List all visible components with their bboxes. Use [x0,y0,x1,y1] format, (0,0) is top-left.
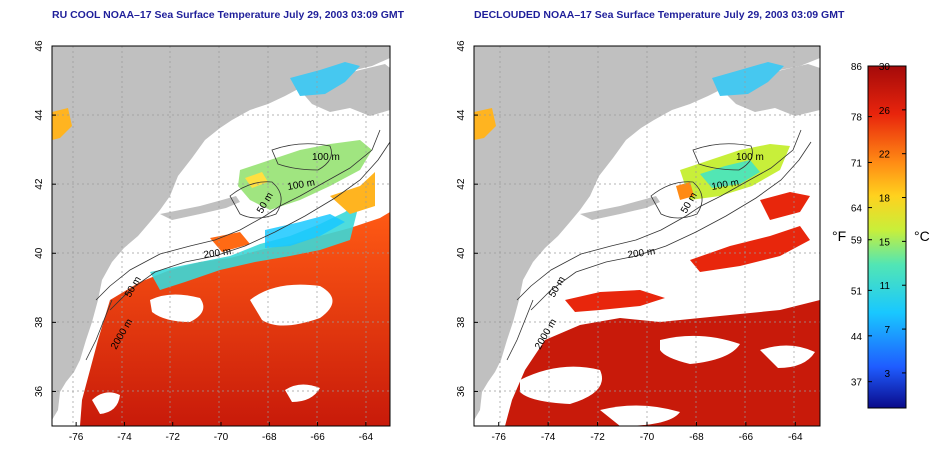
celsius-tick-label: 18 [879,194,891,205]
fahrenheit-tick-label: 64 [851,204,863,215]
lon-tick-label: -74 [541,432,556,443]
right-map-title: DECLOUDED NOAA–17 Sea Surface Temperatur… [474,9,845,21]
celsius-unit-label: °C [914,228,930,244]
celsius-tick-label: 26 [879,106,891,117]
lon-tick-label: -76 [491,432,506,443]
lat-tick-label: 46 [34,40,45,52]
colorbar: 86 78 71 64 59 51 44 37 30 26 22 18 15 11 7 3 [851,62,907,409]
lat-tick-label: 40 [34,247,45,259]
fahrenheit-tick-label: 71 [851,158,863,169]
sst-cool-band [150,200,360,290]
contour-label: 100 m [287,177,316,193]
lat-tick-label: 42 [456,178,467,190]
fahrenheit-tick-label: 51 [851,286,863,297]
lon-tick-label: -64 [788,432,803,443]
contour-label: 100 m [312,152,340,163]
left-grid [52,46,390,426]
land-mass [52,46,390,420]
lat-tick-label: 36 [34,385,45,397]
right-map: -76 -74 -72 -70 -68 -66 -64 36 38 40 42 44 46 100 m… [456,40,821,443]
lat-tick-label: 38 [34,316,45,328]
left-latitude-ticks: 36 38 40 42 44 46 [34,40,56,397]
contour-label: 200 m [627,246,656,261]
lon-tick-label: -72 [590,432,605,443]
fahrenheit-tick-label: 44 [851,332,863,343]
left-map: -76 -74 -72 -70 -68 -66 -64 36 38 40 42 44 46 100 m… [34,40,391,443]
lon-tick-label: -64 [359,432,374,443]
lat-tick-label: 46 [456,40,467,52]
celsius-tick-label: 15 [879,237,891,248]
sst-warm-water [80,212,390,426]
lat-tick-label: 36 [456,385,467,397]
fahrenheit-unit-label: °F [832,228,847,244]
left-longitude-ticks: -76 -74 -72 -70 -68 -66 -64 [69,422,374,443]
colorbar-gradient [867,65,907,409]
contour-label: 100 m [736,152,764,163]
fahrenheit-tick-label: 37 [851,378,863,389]
right-latitude-ticks: 36 38 40 42 44 46 [456,40,478,397]
left-map-title: RU COOL NOAA–17 Sea Surface Temperature … [52,9,405,21]
lon-tick-label: -66 [310,432,325,443]
left-contours [85,129,390,361]
right-contours [506,129,812,361]
lat-tick-label: 40 [456,247,467,259]
celsius-tick-label: 22 [879,150,891,161]
fahrenheit-tick-label: 78 [851,113,863,124]
lon-tick-label: -68 [262,432,277,443]
contour-label: 100 m [711,177,740,193]
celsius-ticks: 30 26 22 18 15 11 7 3 [879,62,906,380]
lon-tick-label: -70 [214,432,229,443]
lon-tick-label: -68 [689,432,704,443]
lon-tick-label: -70 [640,432,655,443]
fahrenheit-ticks: 86 78 71 64 59 51 44 37 [851,62,872,389]
lat-tick-label: 38 [456,316,467,328]
celsius-tick-label: 11 [880,281,891,292]
fahrenheit-tick-label: 86 [851,62,863,73]
lat-tick-label: 42 [34,178,45,190]
lat-tick-label: 44 [456,109,467,121]
lon-tick-label: -76 [69,432,84,443]
contour-label: 200 m [203,246,232,261]
celsius-tick-label: 3 [884,369,890,380]
right-longitude-ticks: -76 -74 -72 -70 -68 -66 -64 [491,422,803,443]
land-mass [474,46,820,420]
lon-tick-label: -66 [739,432,754,443]
lon-tick-label: -74 [117,432,132,443]
lat-tick-label: 44 [34,109,45,121]
fahrenheit-tick-label: 59 [851,236,863,247]
celsius-tick-label: 30 [879,62,891,73]
lon-tick-label: -72 [165,432,180,443]
celsius-tick-label: 7 [884,325,890,336]
